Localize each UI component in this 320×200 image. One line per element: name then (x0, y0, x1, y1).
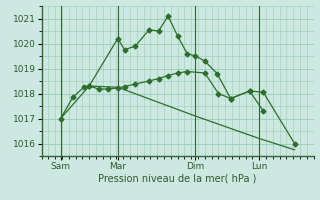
X-axis label: Pression niveau de la mer( hPa ): Pression niveau de la mer( hPa ) (99, 173, 257, 183)
